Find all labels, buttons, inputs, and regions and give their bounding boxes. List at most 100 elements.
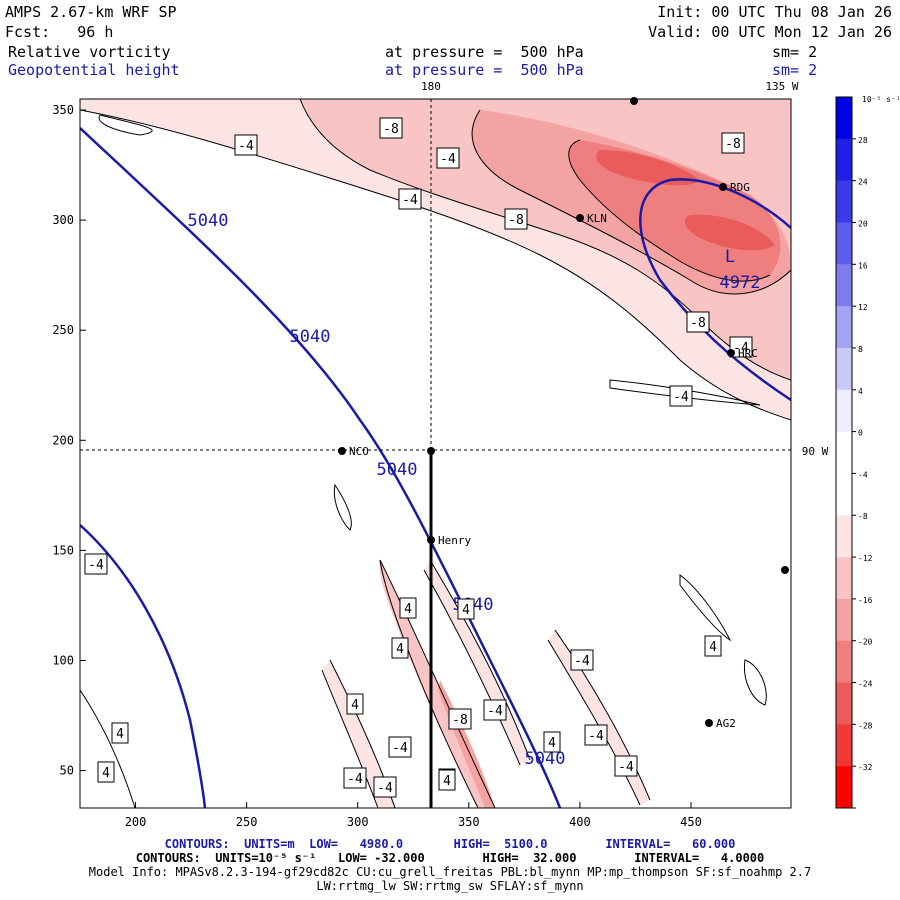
colorbar-label: 8 — [858, 345, 863, 354]
low-center-label: L — [725, 247, 735, 267]
vorticity-label-box — [483, 699, 507, 721]
x-tick-label: 200 — [125, 815, 147, 829]
height-contour-5040 — [80, 127, 562, 808]
vorticity-contour-label: -8 — [383, 122, 399, 137]
colorbar-segment — [836, 640, 852, 684]
colorbar-segment — [836, 222, 852, 265]
height-contour-4972 — [639, 178, 791, 402]
vorticity-contour — [554, 629, 651, 801]
vorticity-label-box — [721, 132, 745, 154]
vorticity-contour-label: 4 — [709, 640, 717, 655]
station-marker — [427, 536, 435, 544]
vorticity-label-box — [543, 731, 561, 753]
station-label: KLN — [587, 212, 607, 225]
colorbar-label: -4 — [858, 470, 868, 479]
colorbar-label: 28 — [858, 136, 868, 145]
plot-frame — [79, 98, 792, 809]
vorticity-label-box — [97, 761, 115, 783]
vorticity-label-box — [729, 336, 753, 358]
vorticity-contour-label: -8 — [725, 137, 741, 152]
height-contour-label: 5040 — [188, 211, 229, 231]
vorticity-contour-lines — [80, 99, 791, 808]
vorticity-contour — [679, 573, 732, 642]
station-label: RDG — [730, 181, 750, 194]
vorticity-label-box — [343, 767, 367, 789]
colorbar-segment — [836, 306, 852, 349]
colorbar-frame — [835, 96, 853, 809]
vorticity-label-box — [448, 708, 472, 730]
vorticity-contour — [547, 639, 641, 806]
colorbar-segment — [836, 138, 852, 182]
station-marker — [630, 97, 638, 105]
vorticity-label-box — [234, 134, 258, 156]
vorticity-contour — [379, 559, 479, 808]
colorbar-label: -8 — [858, 512, 868, 521]
field2-name: Geopotential height — [8, 61, 180, 79]
colorbar-segment — [836, 473, 852, 516]
vorticity-contour-label: 4 — [351, 698, 359, 713]
colorbar-segment — [836, 389, 852, 433]
vorticity-contour — [80, 689, 136, 808]
vorticity-label-box — [388, 736, 412, 758]
vorticity-streak-1 — [379, 560, 495, 808]
footer-model-info: Model Info: MPASv8.2.3-194-gf29cd82c CU:… — [88, 865, 812, 879]
vorticity-label-box — [436, 147, 460, 169]
vorticity-contour-label: -4 — [238, 139, 254, 154]
vorticity-contour-label: -4 — [402, 193, 418, 208]
vorticity-label-box — [686, 311, 710, 333]
y-tick-label: 300 — [52, 213, 74, 227]
colorbar-segment — [836, 515, 852, 558]
vorticity-label-box — [457, 598, 475, 620]
field1-name: Relative vorticity — [8, 43, 171, 61]
field1-level: at pressure = 500 hPa — [385, 43, 584, 61]
vorticity-contour-label: 4 — [102, 766, 110, 781]
colorbar-label: -28 — [858, 721, 873, 730]
vorticity-contour — [98, 114, 153, 136]
field2-level: at pressure = 500 hPa — [385, 61, 584, 79]
vorticity-contour-label: -4 — [88, 558, 104, 573]
vorticity-contour — [471, 109, 791, 295]
grid-label-180: 180 — [421, 80, 441, 93]
colorbar-unit: 10⁻⁵ s⁻¹ — [862, 95, 900, 104]
footer-vorticity-contours: CONTOURS: UNITS=10⁻⁵ s⁻¹ LOW= -32.000 HI… — [135, 851, 765, 865]
x-tick-label: 300 — [347, 815, 369, 829]
station-label: NCO — [349, 445, 369, 458]
vorticity-contour-label: -4 — [347, 772, 363, 787]
vorticity-label-box — [669, 385, 693, 407]
colorbar-label: -24 — [858, 680, 873, 689]
colorbar-segment — [836, 724, 852, 767]
vorticity-contour-label: -4 — [574, 654, 590, 669]
colorbar-label: 24 — [858, 178, 868, 187]
vorticity-contour-label: 4 — [396, 642, 404, 657]
colorbar-label: -20 — [858, 638, 873, 647]
colorbar-segment — [836, 557, 852, 600]
colorbar-segment — [836, 766, 852, 809]
y-tick-label: 50 — [60, 764, 74, 778]
vorticity-label-box — [438, 769, 456, 791]
vorticity-contour — [321, 669, 379, 808]
vorticity-contour-label: -8 — [452, 713, 468, 728]
colorbar: 28 24 20 16 12 8 4 0 -4 -8 -12 -16 -20 -24 -28 -32 — [835, 96, 873, 809]
station-marker — [727, 349, 735, 357]
station-label: Henry — [438, 534, 471, 547]
station-marker — [427, 447, 435, 455]
colorbar-label: -32 — [858, 763, 873, 772]
vorticity-contour-label: -4 — [440, 152, 456, 167]
colorbar-segment — [836, 180, 852, 223]
vorticity-label-box — [399, 597, 417, 619]
plot-field — [80, 99, 791, 808]
station-label: HRC — [738, 347, 758, 360]
vorticity-contour — [333, 483, 352, 531]
vorticity-labels: -4 -8 -8 -4 -4 -8 -8 -4 -4 -4 4 4 4 -4 4 4 -8 -4 -4 4 -4 4 -4 4… — [84, 117, 753, 798]
vorticity-contour-label: -8 — [690, 316, 706, 331]
vorticity-contour — [609, 379, 761, 406]
vorticity-contour-label: 4 — [462, 603, 470, 618]
vorticity-max-1 — [596, 150, 700, 186]
colorbar-label: -16 — [858, 596, 873, 605]
vorticity-contour — [429, 559, 531, 761]
vorticity-contour-label: 4 — [548, 736, 556, 751]
height-contour-5040-west — [80, 524, 207, 808]
x-tick-label: 350 — [458, 815, 480, 829]
vorticity-contour-label: 4 — [116, 727, 124, 742]
y-tick-label: 100 — [52, 653, 74, 667]
